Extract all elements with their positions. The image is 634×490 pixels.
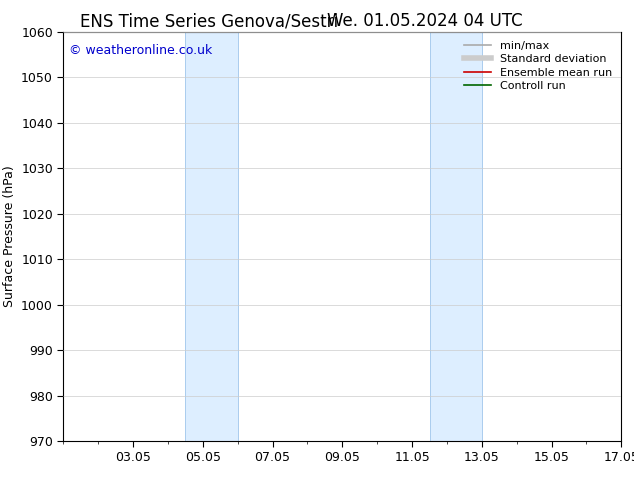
Bar [185, 32, 238, 441]
Text: © weatheronline.co.uk: © weatheronline.co.uk [69, 44, 212, 57]
Text: We. 01.05.2024 04 UTC: We. 01.05.2024 04 UTC [327, 12, 522, 30]
Legend: min/max, Standard deviation, Ensemble mean run, Controll run: min/max, Standard deviation, Ensemble me… [459, 36, 617, 96]
Y-axis label: Surface Pressure (hPa): Surface Pressure (hPa) [3, 166, 16, 307]
Bar [430, 32, 482, 441]
Text: ENS Time Series Genova/Sestri: ENS Time Series Genova/Sestri [80, 12, 339, 30]
